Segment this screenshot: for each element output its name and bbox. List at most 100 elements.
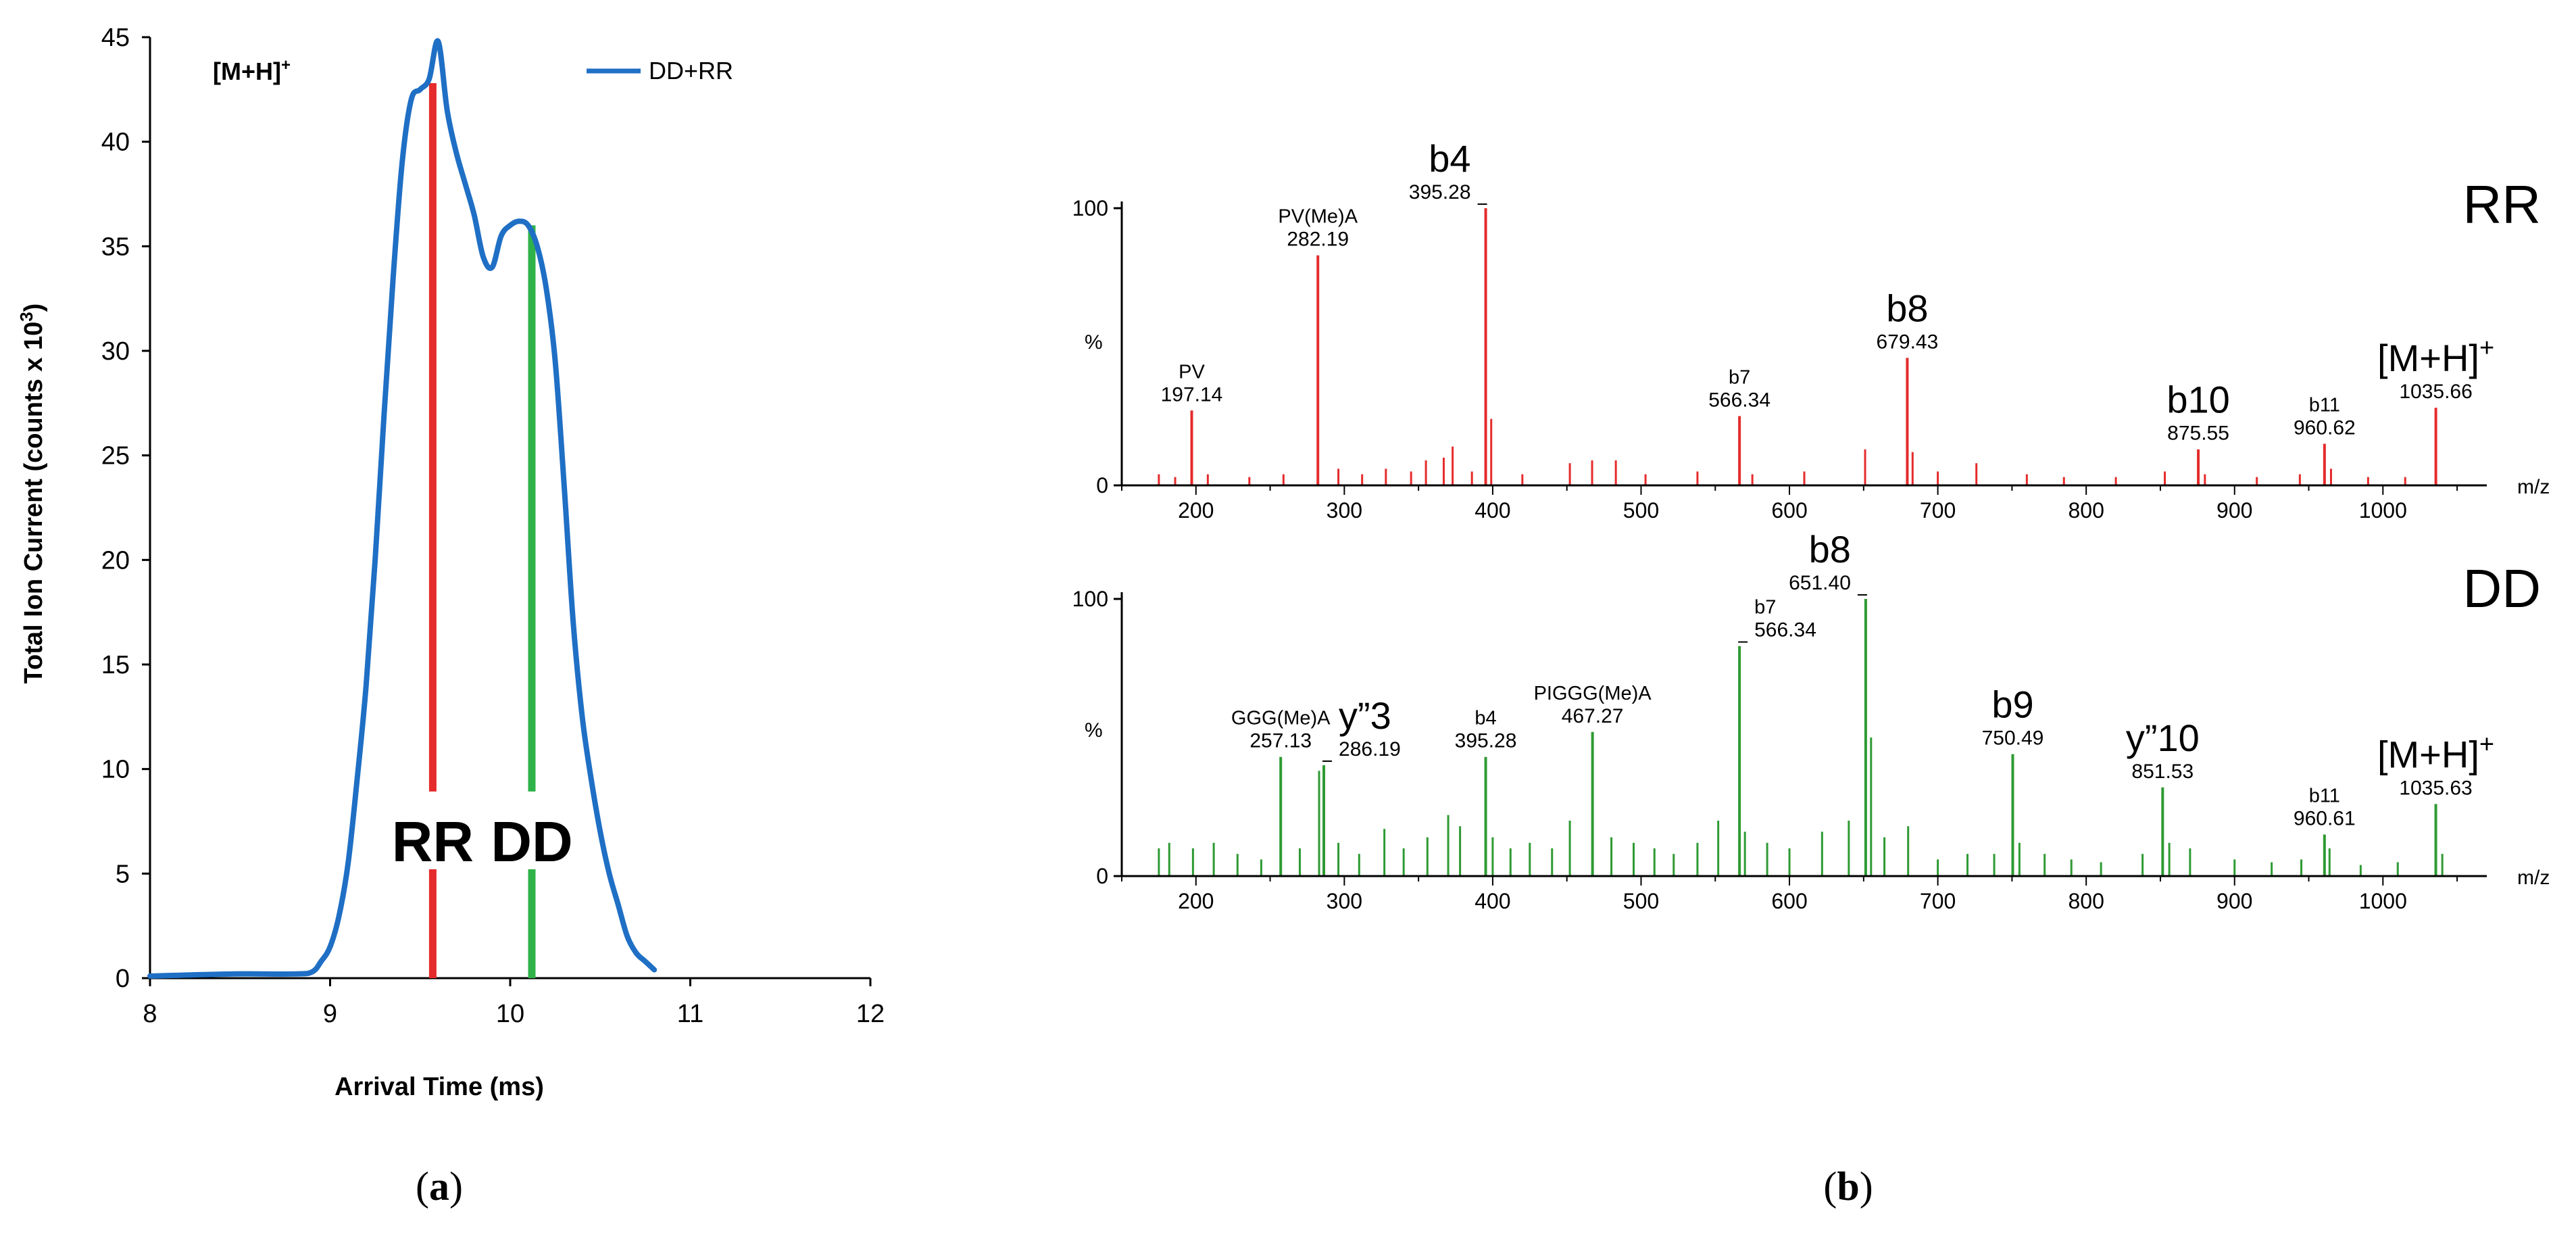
rr-annotation-value: 960.62 (2294, 417, 2356, 439)
a-y-axis-label: Total Ion Current (counts x 103) (16, 304, 48, 684)
rr-annotation-label: PV (1179, 361, 1205, 383)
a-y-tick-label: 10 (101, 756, 130, 784)
rr-annotation-m-h-1035-66: [M+H]+1035.66 (2377, 334, 2494, 403)
rr-x-tick-label: 700 (1920, 498, 1956, 523)
a-x-tick-label: 11 (677, 1000, 703, 1028)
rr-x-tick-label: 500 (1623, 498, 1659, 523)
dd-annotation-value: 1035.63 (2399, 777, 2472, 799)
rr-annotation-label: b8 (1886, 287, 1928, 329)
dd-annotation-value: 651.40 (1789, 572, 1851, 594)
a-marker-label-rr: RR (392, 810, 474, 873)
a-y-tick-label: 20 (101, 546, 130, 575)
rr-y-tick-label: 0 (1096, 473, 1108, 498)
dd-y-tick-label: 100 (1072, 587, 1108, 611)
rr-major-peaks (1190, 208, 2437, 485)
a-y-tick-label: 5 (116, 860, 130, 888)
rr-annotation-value: 282.19 (1287, 228, 1349, 251)
rr-annotation-value: 566.34 (1708, 389, 1770, 412)
a-x-tick-label: 9 (323, 1000, 337, 1028)
dd-x-tick-label: 900 (2216, 889, 2252, 913)
rr-annotation-label: b4 (1429, 137, 1470, 180)
rr-x-unit: m/z (2517, 476, 2550, 498)
rr-x-tick-label: 400 (1475, 498, 1510, 523)
dd-y-axis-label: % (1085, 719, 1103, 742)
dd-annotation-label-sup: + (2479, 730, 2494, 758)
rr-annotation-label: [M+H]+ (2377, 334, 2494, 379)
a-y-tick-label: 0 (116, 965, 130, 993)
a-series-line-dd-rr (147, 38, 658, 979)
dd-annotation-value: 750.49 (1982, 727, 2044, 750)
dd-x-tick-label: 500 (1623, 889, 1659, 913)
dd-annotation-label: PIGGG(Me)A (1534, 683, 1652, 704)
rr-y-axis-label: % (1085, 331, 1103, 354)
dd-x-ticks: 200 300 400 500 600 700 800 900 1000 (1121, 876, 2458, 913)
rr-x-tick-label: 300 (1327, 498, 1362, 523)
a-y-tick-label: 30 (101, 337, 130, 366)
dd-annotation-value: 257.13 (1249, 730, 1312, 752)
dd-annotation-label: b4 (1475, 708, 1496, 729)
dd-major-peaks (1279, 599, 2437, 876)
dd-annotation-label: y”3 (1339, 694, 1391, 737)
rr-x-ticks: 200 300 400 500 600 700 800 900 1000 (1121, 485, 2458, 523)
a-legend-label: DD+RR (649, 57, 733, 84)
panel-b-rr-spectrum: PV197.14PV(Me)A282.19b4395.28b7566.34b86… (1072, 137, 2550, 523)
a-x-ticks: 8 9 10 11 12 (143, 978, 885, 1028)
dd-x-tick-label: 800 (2068, 889, 2104, 913)
dd-spectrum-title: DD (2462, 558, 2541, 619)
rr-x-tick-label: 600 (1771, 498, 1807, 523)
a-y-tick-label: 35 (101, 233, 130, 261)
rr-x-tick-label: 1000 (2359, 498, 2407, 523)
dd-x-tick-label: 300 (1327, 889, 1362, 913)
dd-annotation-value: 286.19 (1339, 738, 1401, 760)
rr-annotation-label-sup: + (2479, 334, 2494, 362)
dd-x-tick-label: 1000 (2359, 889, 2407, 913)
rr-annotation-value: 1035.66 (2399, 381, 2472, 403)
dd-x-tick-label: 400 (1475, 889, 1510, 913)
dd-annotation-value: 395.28 (1455, 730, 1517, 752)
dd-annotation-label: y”10 (2126, 717, 2200, 759)
panel-a-label: (a) (416, 1164, 463, 1209)
dd-annotation-value: 851.53 (2131, 760, 2194, 783)
a-y-tick-label: 15 (101, 651, 130, 679)
dd-annotation-label: b9 (1991, 683, 2033, 726)
dd-annotation-label: GGG(Me)A (1231, 708, 1331, 729)
rr-annotation-value: 679.43 (1877, 331, 1939, 353)
dd-x-tick-label: 700 (1920, 889, 1956, 913)
rr-annotation-value: 197.14 (1161, 383, 1223, 406)
dd-annotation-m-h-1035-63: [M+H]+1035.63 (2377, 730, 2494, 799)
a-title: [M+H]+ (213, 56, 291, 85)
a-x-tick-label: 10 (496, 1000, 524, 1028)
dd-annotation-value: 467.27 (1562, 705, 1624, 727)
rr-spectrum-title: RR (2462, 174, 2541, 235)
rr-x-tick-label: 800 (2068, 498, 2104, 523)
dd-y-tick-label: 0 (1096, 864, 1108, 888)
a-marker-label-dd: DD (491, 810, 572, 873)
a-y-ticks: 0 5 10 15 20 25 30 35 40 45 (101, 24, 150, 993)
a-y-tick-label: 25 (101, 442, 130, 470)
rr-x-tick-label: 900 (2216, 498, 2252, 523)
a-y-tick-label: 45 (101, 24, 130, 52)
rr-x-tick-label: 200 (1178, 498, 1214, 523)
panel-b-label: (b) (1823, 1164, 1873, 1209)
dd-x-tick-label: 200 (1178, 889, 1214, 913)
rr-y-tick-label: 100 (1072, 196, 1108, 220)
a-x-axis-label: Arrival Time (ms) (335, 1073, 544, 1101)
dd-annotation-value: 566.34 (1754, 619, 1816, 642)
panel-b-dd-spectrum: GGG(Me)A257.13y”3286.19b4395.28PIGGG(Me)… (1072, 528, 2550, 1209)
dd-annotation-label: b11 (2309, 785, 2340, 807)
dd-x-tick-label: 600 (1771, 889, 1807, 913)
